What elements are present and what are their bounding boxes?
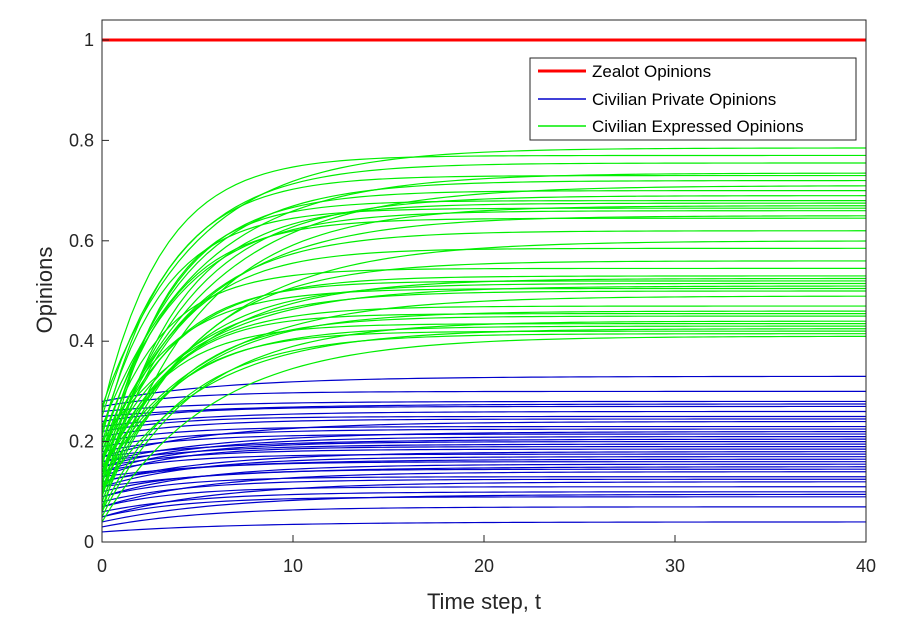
series-line-private bbox=[101, 418, 866, 438]
series-line-private bbox=[101, 478, 867, 503]
series-line-expressed bbox=[101, 190, 866, 467]
y-tick-label: 0.2 bbox=[69, 432, 94, 452]
legend-label-private: Civilian Private Opinions bbox=[592, 90, 776, 109]
y-tick-label: 0 bbox=[84, 532, 94, 552]
y-axis-ticks: 0 0.2 0.4 0.6 0.8 1 bbox=[69, 30, 109, 552]
series-line-private bbox=[101, 441, 866, 473]
series-line-private bbox=[101, 493, 867, 523]
series-line-expressed bbox=[101, 282, 866, 493]
series-line-private bbox=[101, 451, 867, 483]
x-axis-ticks: 0 10 20 30 40 bbox=[97, 535, 876, 576]
series-line-expressed bbox=[101, 174, 866, 437]
series-line-private bbox=[101, 456, 866, 488]
series-line-expressed bbox=[101, 215, 867, 452]
series-line-expressed bbox=[101, 285, 867, 442]
series-line-private bbox=[101, 471, 866, 508]
series-line-expressed bbox=[101, 320, 867, 518]
x-tick-label: 40 bbox=[856, 556, 876, 576]
series-line-expressed bbox=[101, 202, 866, 497]
series-line-private bbox=[101, 436, 866, 468]
series-line-private bbox=[101, 375, 866, 403]
series-line-private bbox=[101, 438, 867, 458]
series-line-expressed bbox=[101, 230, 866, 472]
series-line-expressed bbox=[101, 305, 866, 477]
series-line-private bbox=[101, 506, 866, 528]
series-line-expressed bbox=[101, 277, 867, 472]
series-line-expressed bbox=[101, 195, 867, 477]
series-line-private bbox=[101, 425, 866, 443]
series-line-private bbox=[101, 481, 866, 518]
legend-label-zealot: Zealot Opinions bbox=[592, 62, 711, 81]
series-line-expressed bbox=[101, 240, 867, 483]
series-line-expressed bbox=[101, 210, 866, 442]
series-line-expressed bbox=[101, 325, 866, 483]
series-line-expressed bbox=[101, 205, 867, 513]
series-line-expressed bbox=[101, 185, 867, 457]
series-line-private bbox=[101, 443, 866, 463]
series-line-expressed bbox=[101, 328, 867, 493]
series-line-expressed bbox=[101, 154, 866, 412]
series-line-expressed bbox=[101, 179, 866, 447]
series-line-expressed bbox=[101, 172, 867, 427]
x-tick-label: 30 bbox=[665, 556, 685, 576]
legend-label-expressed: Civilian Expressed Opinions bbox=[592, 117, 804, 136]
series-line-private bbox=[101, 415, 866, 433]
series-line-private bbox=[101, 400, 866, 413]
series-line-private bbox=[101, 433, 866, 453]
series-line-expressed bbox=[101, 312, 866, 498]
series-line-expressed bbox=[101, 162, 866, 417]
series-line-expressed bbox=[101, 335, 867, 523]
series-line-private bbox=[101, 458, 866, 478]
series-line-private bbox=[101, 448, 866, 468]
x-tick-label: 20 bbox=[474, 556, 494, 576]
y-tick-label: 0.8 bbox=[69, 130, 94, 150]
series-line-private bbox=[101, 431, 866, 463]
series-line-private bbox=[101, 476, 866, 498]
x-axis-label: Time step, t bbox=[427, 589, 541, 614]
series-line-private bbox=[101, 420, 866, 458]
series-line-private bbox=[101, 410, 866, 428]
series-line-expressed bbox=[101, 295, 867, 468]
y-tick-label: 0.6 bbox=[69, 231, 94, 251]
series-line-private bbox=[101, 491, 866, 513]
series-line-expressed bbox=[101, 290, 867, 462]
series-line-private bbox=[101, 453, 866, 473]
series-line-expressed bbox=[101, 275, 867, 462]
series-line-expressed bbox=[101, 247, 866, 492]
series-layer bbox=[101, 38, 867, 533]
x-tick-label: 0 bbox=[97, 556, 107, 576]
series-line-private bbox=[101, 521, 866, 533]
series-line-private bbox=[101, 405, 866, 423]
y-tick-label: 1 bbox=[84, 30, 94, 50]
series-line-expressed bbox=[101, 217, 866, 462]
series-line-expressed bbox=[101, 147, 867, 407]
series-line-private bbox=[101, 486, 866, 508]
series-line-private bbox=[101, 466, 867, 488]
y-axis-label: Opinions bbox=[32, 247, 57, 334]
series-line-expressed bbox=[101, 310, 866, 488]
series-line-private bbox=[101, 446, 866, 478]
series-line-private bbox=[101, 403, 866, 418]
y-tick-label: 0.4 bbox=[69, 331, 94, 351]
x-tick-label: 10 bbox=[283, 556, 303, 576]
series-line-expressed bbox=[101, 267, 866, 452]
legend: Zealot Opinions Civilian Private Opinion… bbox=[529, 57, 857, 141]
series-line-private bbox=[101, 463, 866, 498]
series-line-private bbox=[101, 496, 866, 518]
